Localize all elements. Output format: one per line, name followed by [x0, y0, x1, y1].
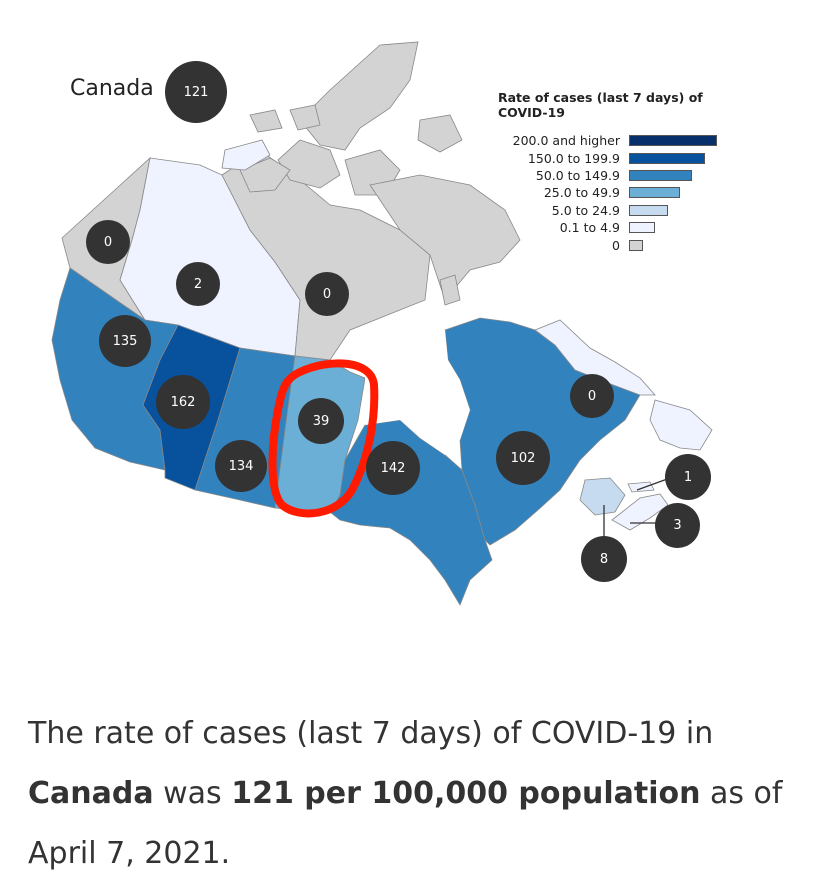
bubble-nova-scotia[interactable]: 3 — [655, 503, 700, 548]
legend-item: 0.1 to 4.9 — [498, 219, 728, 236]
caption-part1: The rate of cases (last 7 days) of COVID… — [28, 716, 714, 751]
bubble-new-brunswick[interactable]: 8 — [581, 536, 627, 582]
bubble-saskatchewan[interactable]: 134 — [215, 440, 267, 492]
legend-item-label: 0.1 to 4.9 — [559, 220, 620, 236]
region-new-brunswick[interactable] — [579, 477, 626, 516]
legend-item: 0 — [498, 236, 728, 253]
bubble-alberta[interactable]: 162 — [156, 375, 210, 429]
legend-item-swatch — [629, 169, 692, 181]
legend-item: 5.0 to 24.9 — [498, 202, 728, 219]
bubble-pei[interactable]: 1 — [665, 454, 711, 500]
legend-item: 200.0 and higher — [498, 132, 728, 149]
legend-item-swatch — [629, 222, 655, 234]
canada-value-bubble: 121 — [165, 61, 227, 123]
bubble-quebec[interactable]: 102 — [496, 431, 550, 485]
country-label: Canada — [70, 76, 154, 101]
arctic-islands — [221, 41, 521, 306]
region-labrador[interactable] — [534, 319, 656, 396]
bubble-ontario[interactable]: 142 — [366, 441, 420, 495]
caption-date: April 7, 2021. — [28, 836, 231, 871]
bubble-bc[interactable]: 135 — [99, 315, 151, 367]
bubble-nunavut[interactable]: 0 — [305, 272, 349, 316]
caption-part3: as of — [700, 776, 783, 811]
legend-item: 50.0 to 149.9 — [498, 167, 728, 184]
legend-item-label: 0 — [612, 237, 620, 253]
region-nunavut[interactable] — [221, 149, 431, 361]
region-newfoundland[interactable] — [649, 399, 713, 451]
bubble-yukon[interactable]: 0 — [86, 220, 130, 264]
legend: Rate of cases (last 7 days) of COVID-19 … — [498, 90, 728, 254]
legend-item-label: 200.0 and higher — [512, 133, 620, 149]
region-pei[interactable] — [627, 481, 655, 493]
legend-item-swatch — [629, 239, 643, 251]
legend-item-swatch — [629, 204, 668, 216]
legend-item-label: 150.0 to 199.9 — [527, 150, 620, 166]
map-area: Canada 121 0 2 0 135 162 134 39 142 102 … — [51, 41, 728, 606]
legend-item-label: 25.0 to 49.9 — [543, 185, 620, 201]
bubble-nwt[interactable]: 2 — [176, 262, 220, 306]
legend-item-swatch — [629, 187, 680, 199]
legend-item-swatch — [629, 135, 717, 147]
leader-line-pei — [636, 477, 671, 491]
legend-title: Rate of cases (last 7 days) of COVID-19 — [498, 90, 703, 120]
highlight-circle — [268, 359, 379, 518]
legend-item: 25.0 to 49.9 — [498, 184, 728, 201]
legend-rows: 200.0 and higher 150.0 to 199.9 50.0 to 14… — [498, 132, 728, 254]
caption-country: Canada — [28, 776, 154, 811]
legend-item-label: 50.0 to 149.9 — [535, 167, 620, 183]
hudson-bay — [365, 320, 470, 455]
caption-rate: 121 per 100,000 population — [231, 776, 701, 811]
bubble-newfoundland[interactable]: 0 — [570, 374, 614, 418]
legend-item: 150.0 to 199.9 — [498, 149, 728, 166]
legend-item-swatch — [629, 152, 705, 164]
caption: The rate of cases (last 7 days) of COVID… — [28, 704, 808, 884]
bubble-manitoba[interactable]: 39 — [298, 398, 344, 444]
legend-item-label: 5.0 to 24.9 — [551, 202, 620, 218]
caption-part2: was — [153, 776, 232, 811]
